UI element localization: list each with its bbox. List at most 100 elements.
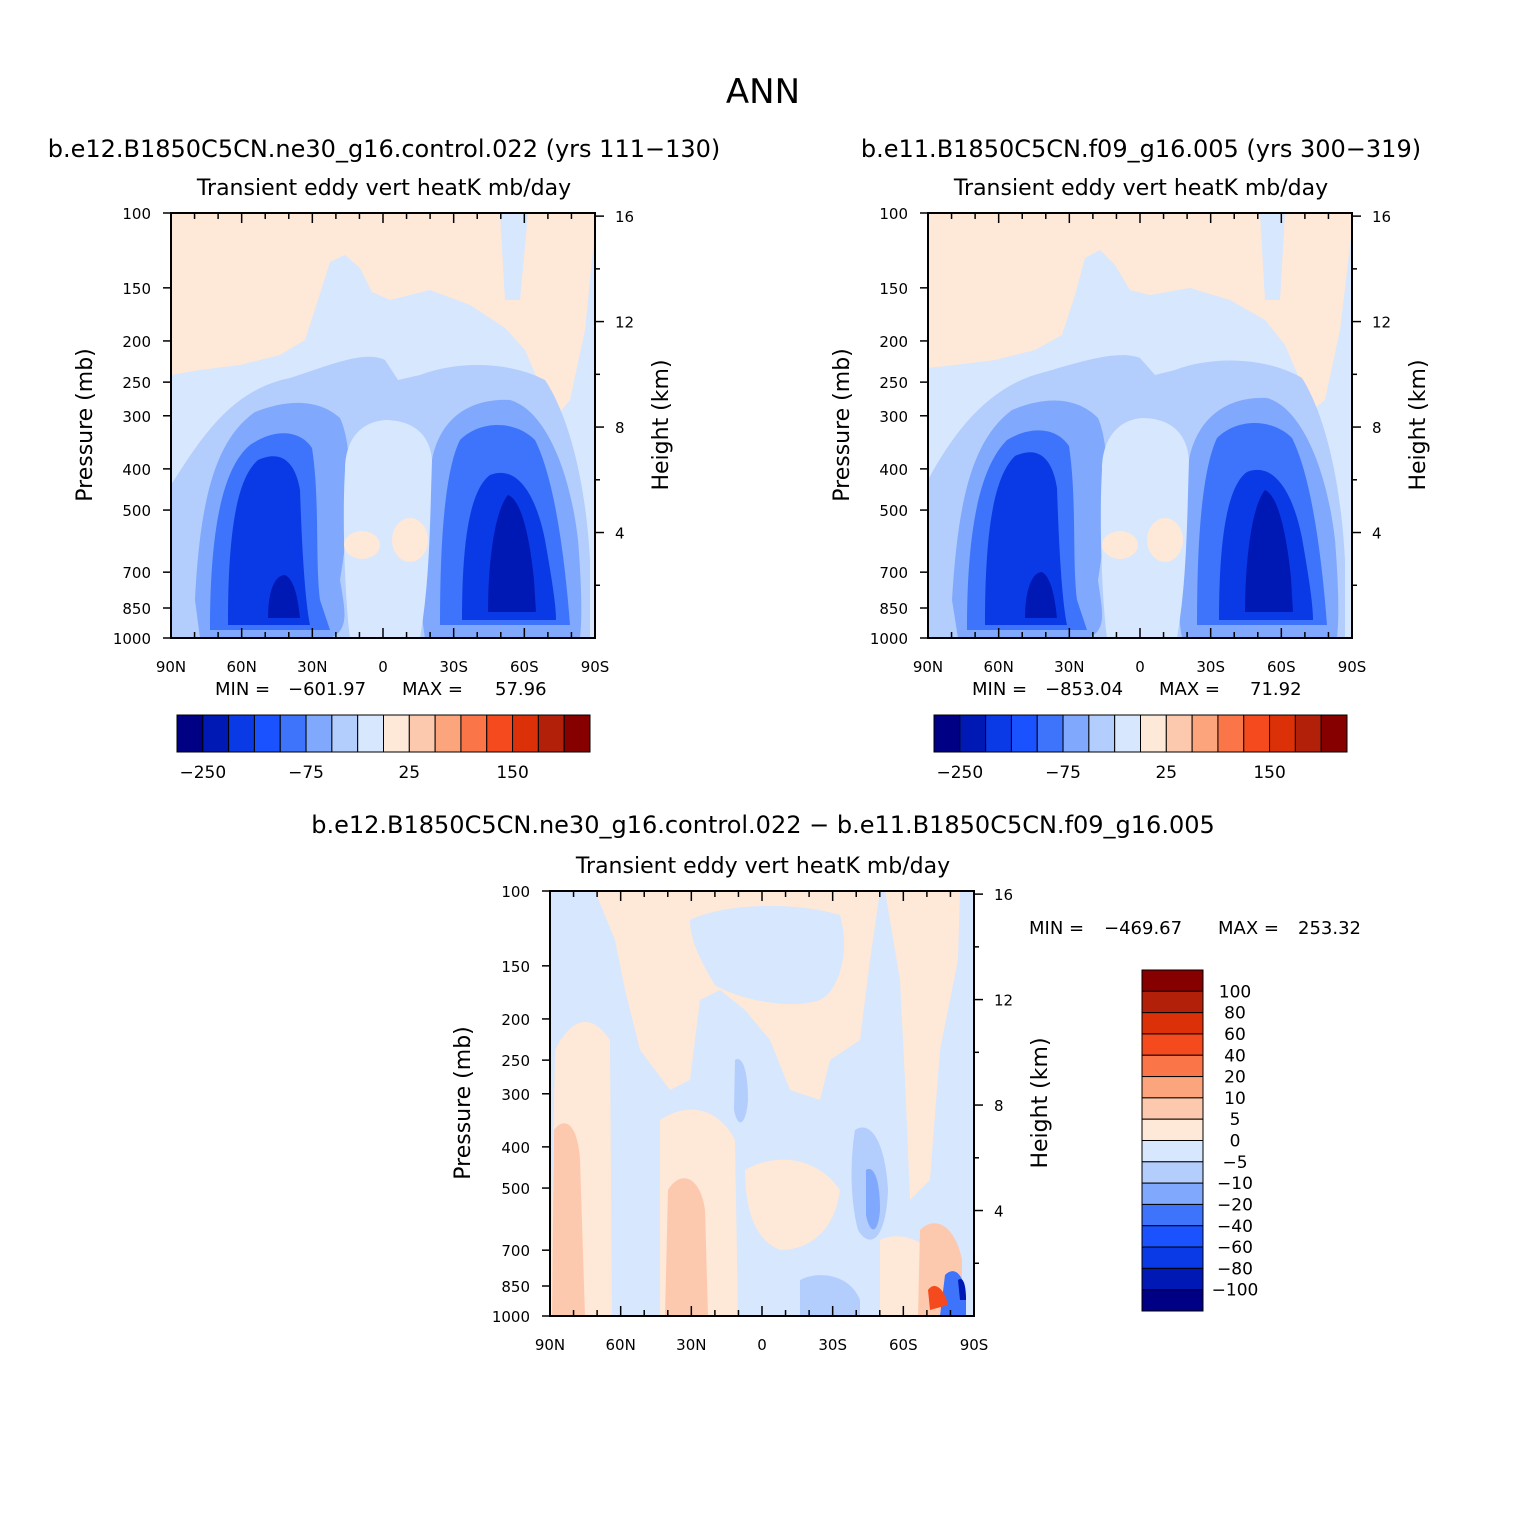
x-tick-label: 60N [227, 658, 257, 676]
panel-b-variable-title: Transient eddy vert heatK mb/day [953, 176, 1328, 201]
x-tick-label: 30S [1196, 658, 1225, 676]
y-tick-label: 400 [879, 461, 908, 479]
y2-tick-label: 16 [1372, 208, 1391, 226]
contour-level [800, 1275, 860, 1316]
contour-level [552, 1123, 585, 1316]
colorbar-swatch [1165, 714, 1193, 753]
colorbar-swatch [1141, 1076, 1204, 1099]
colorbar-swatch [1243, 714, 1271, 753]
colorbar-label: −80 [1217, 1259, 1253, 1279]
colorbar-label: −75 [288, 763, 324, 783]
contour-level [665, 1178, 708, 1316]
panel-b-min-value: −853.04 [1045, 679, 1123, 700]
y-tick-label: 400 [501, 1139, 530, 1157]
colorbar-swatch [1141, 1033, 1204, 1056]
panel-c-max-value: 253.32 [1298, 918, 1361, 939]
panel-b-ylabel: Pressure (mb) [830, 348, 855, 502]
y-tick-label: 200 [122, 333, 151, 351]
y-tick-label: 850 [501, 1278, 530, 1296]
y-tick-label: 100 [879, 205, 908, 223]
panel-a-y2label: Height (km) [649, 359, 674, 490]
y-tick-label: 700 [122, 564, 151, 582]
panel-a-max-label: MAX = [402, 679, 463, 700]
panel-model-b: b.e11.B1850C5CN.f09_g16.005 (yrs 300−319… [830, 135, 1431, 783]
y-tick-label: 150 [501, 958, 530, 976]
y-tick-label: 250 [501, 1052, 530, 1070]
panel-difference: b.e12.B1850C5CN.ne30_g16.control.022 − b… [311, 811, 1361, 1354]
colorbar-swatch [1320, 714, 1348, 753]
panel-b-y2label: Height (km) [1406, 359, 1431, 490]
panel-c-variable-title: Transient eddy vert heatK mb/day [575, 854, 950, 879]
y2-tick-label: 4 [615, 525, 625, 543]
colorbar-swatch [1010, 714, 1038, 753]
y2-tick-label: 16 [994, 886, 1013, 904]
colorbar-label: 40 [1224, 1046, 1246, 1066]
contour-level [1025, 572, 1057, 618]
y-tick-label: 100 [122, 205, 151, 223]
contour-positive-cell [1102, 531, 1138, 559]
y-tick-label: 200 [501, 1011, 530, 1029]
panel-a-contour-field [171, 213, 595, 638]
colorbar-label: −75 [1045, 763, 1081, 783]
colorbar-label: 25 [398, 763, 420, 783]
y2-tick-label: 12 [1372, 314, 1391, 332]
colorbar-label: 5 [1230, 1110, 1241, 1130]
panel-a-min-label: MIN = [215, 679, 270, 700]
contour-positive-cell [344, 531, 380, 559]
colorbar-swatch [1140, 714, 1167, 753]
colorbar-label: 25 [1155, 763, 1177, 783]
panel-a-variable-title: Transient eddy vert heatK mb/day [196, 176, 571, 201]
colorbar-swatch [1141, 1140, 1204, 1163]
colorbar-label: −250 [179, 763, 226, 783]
panel-b-axes: 90N 60N 30N 0 30S 60S 90S 100 150 200 250 300 400 500… [870, 205, 1391, 676]
colorbar-label: −40 [1217, 1217, 1253, 1237]
panel-a-axes: 90N 60N 30N 0 30S 60S 90S 100 150 200 250 300 400 500… [113, 205, 634, 676]
colorbar-swatch [563, 714, 591, 753]
colorbar-swatch [305, 714, 333, 753]
x-tick-label: 60N [606, 1336, 636, 1354]
contour-positive-cell [392, 518, 428, 562]
y-tick-label: 700 [879, 564, 908, 582]
colorbar-swatch [933, 714, 961, 753]
y-tick-label: 850 [879, 600, 908, 618]
contour-positive-upper [171, 213, 595, 418]
y2-tick-label: 8 [994, 1097, 1004, 1115]
colorbar-swatch [1036, 714, 1064, 753]
contour-positive-cell [1147, 518, 1183, 562]
colorbar-swatch [1141, 1097, 1204, 1120]
colorbar-label: 150 [1253, 763, 1285, 783]
y2-tick-label: 16 [615, 208, 634, 226]
y-tick-label: 250 [879, 374, 908, 392]
y-tick-label: 400 [122, 461, 151, 479]
colorbar-swatch [202, 714, 230, 753]
y2-tick-label: 12 [615, 314, 634, 332]
panel-c-min-value: −469.67 [1104, 918, 1182, 939]
colorbar-swatch [1141, 1182, 1204, 1205]
panel-c-max-label: MAX = [1218, 918, 1279, 939]
colorbar-swatch [1217, 714, 1245, 753]
panel-a-colorbar: −250 −75 25 150 [176, 714, 591, 783]
panel-b-case-title: b.e11.B1850C5CN.f09_g16.005 (yrs 300−319… [861, 135, 1421, 163]
colorbar-swatch [1141, 969, 1204, 992]
season-title: ANN [726, 72, 800, 112]
x-tick-label: 90S [1338, 658, 1367, 676]
y-tick-label: 500 [879, 502, 908, 520]
contour-level [958, 1278, 966, 1300]
colorbar-label: 150 [496, 763, 528, 783]
colorbar-label: 10 [1224, 1089, 1246, 1109]
contour-level [488, 495, 536, 612]
x-tick-label: 60S [889, 1336, 918, 1354]
colorbar-swatch [1141, 1246, 1204, 1269]
colorbar-swatch [959, 714, 987, 753]
colorbar-swatch [1141, 1054, 1204, 1078]
panel-a-min-value: −601.97 [288, 679, 366, 700]
panel-c-case-title: b.e12.B1850C5CN.ne30_g16.control.022 − b… [311, 811, 1215, 839]
contour-level [1245, 490, 1293, 612]
y-tick-label: 100 [501, 883, 530, 901]
y-tick-label: 500 [122, 502, 151, 520]
y2-tick-label: 8 [615, 419, 625, 437]
colorbar-label: 60 [1224, 1025, 1246, 1045]
colorbar-swatch [1141, 1267, 1204, 1291]
x-tick-label: 60N [984, 658, 1014, 676]
